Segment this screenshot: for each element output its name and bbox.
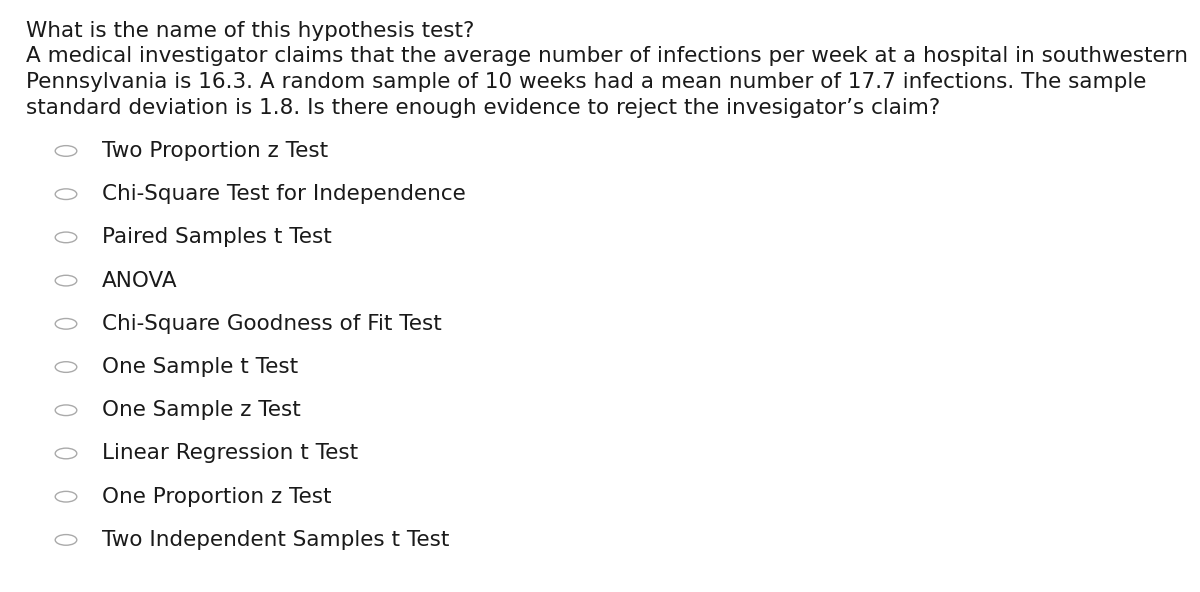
Text: One Proportion z Test: One Proportion z Test	[102, 487, 331, 507]
Text: Linear Regression t Test: Linear Regression t Test	[102, 443, 358, 464]
Text: What is the name of this hypothesis test?
A medical investigator claims that the: What is the name of this hypothesis test…	[26, 21, 1188, 118]
Text: One Sample z Test: One Sample z Test	[102, 400, 301, 420]
Text: Chi-Square Test for Independence: Chi-Square Test for Independence	[102, 184, 466, 204]
Text: Two Proportion z Test: Two Proportion z Test	[102, 141, 328, 161]
Text: Paired Samples t Test: Paired Samples t Test	[102, 227, 331, 247]
Text: Two Independent Samples t Test: Two Independent Samples t Test	[102, 530, 449, 550]
Text: One Sample t Test: One Sample t Test	[102, 357, 298, 377]
Text: ANOVA: ANOVA	[102, 271, 178, 291]
Text: Chi-Square Goodness of Fit Test: Chi-Square Goodness of Fit Test	[102, 314, 442, 334]
